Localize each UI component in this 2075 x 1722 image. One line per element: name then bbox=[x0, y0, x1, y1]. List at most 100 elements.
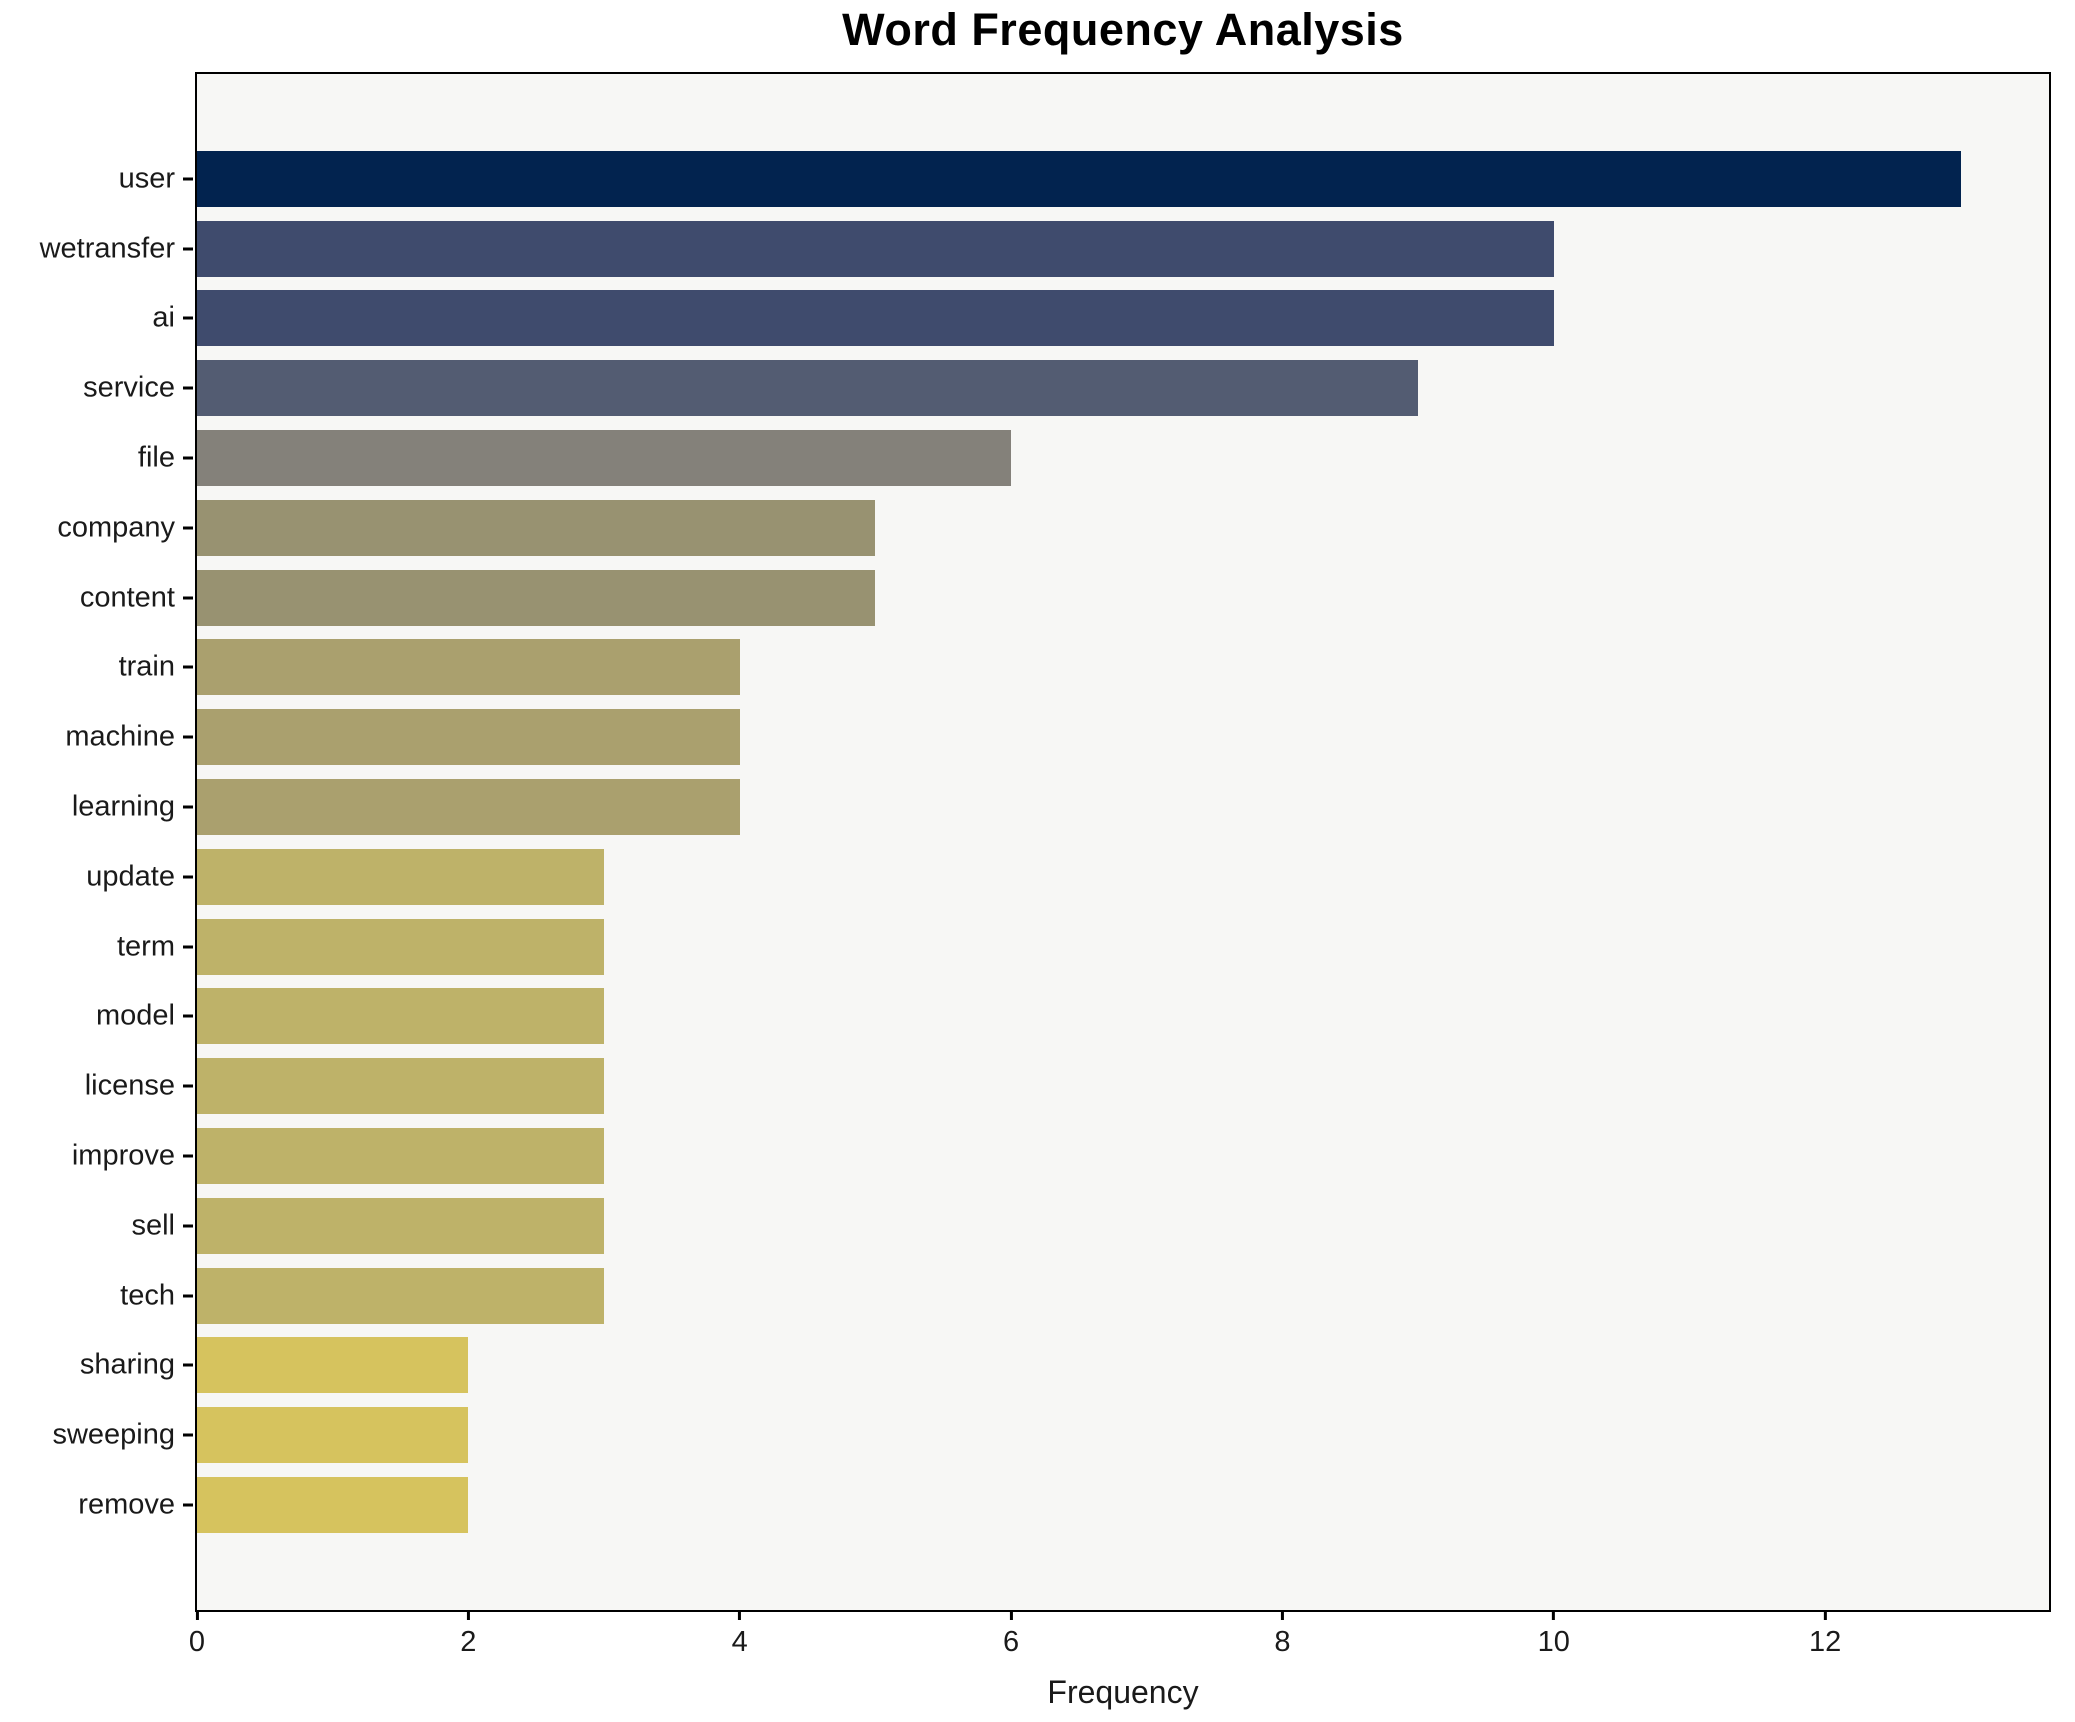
x-tick-label: 2 bbox=[460, 1626, 477, 1658]
y-tick-label: file bbox=[137, 441, 175, 474]
y-tick-mark bbox=[183, 875, 193, 879]
y-tick-mark bbox=[183, 596, 193, 600]
bar bbox=[197, 150, 1961, 207]
bar bbox=[197, 1337, 469, 1394]
y-tick-label: ai bbox=[152, 301, 175, 334]
x-tick-mark bbox=[1009, 1610, 1013, 1620]
bar bbox=[197, 1197, 605, 1254]
y-tick-mark bbox=[183, 1294, 193, 1298]
x-tick-label: 4 bbox=[731, 1626, 748, 1658]
x-tick: 12 bbox=[1809, 1610, 1841, 1657]
bar-row: wetransfer bbox=[40, 214, 2049, 284]
bar-row: sharing bbox=[80, 1331, 2049, 1401]
bar bbox=[197, 779, 740, 836]
y-tick-label: user bbox=[118, 162, 175, 195]
y-tick-label: wetransfer bbox=[39, 232, 175, 265]
bar bbox=[197, 1058, 605, 1115]
bar bbox=[197, 639, 740, 696]
bar-row: tech bbox=[120, 1261, 2049, 1331]
bar-row: file bbox=[138, 423, 2049, 493]
bar bbox=[197, 290, 1554, 347]
x-tick: 4 bbox=[732, 1610, 748, 1657]
x-tick: 6 bbox=[1003, 1610, 1019, 1657]
x-tick-label: 0 bbox=[188, 1626, 206, 1658]
y-tick-mark bbox=[183, 1084, 193, 1088]
y-tick-label: sweeping bbox=[52, 1418, 175, 1451]
y-tick-mark bbox=[183, 1014, 193, 1018]
y-tick-label: sell bbox=[131, 1209, 175, 1242]
y-tick-mark bbox=[183, 735, 193, 739]
y-tick-mark bbox=[183, 945, 193, 949]
x-tick-mark bbox=[1552, 1610, 1556, 1620]
y-tick-label: term bbox=[117, 930, 175, 963]
bar bbox=[197, 499, 876, 556]
bar-row: term bbox=[117, 912, 2049, 982]
y-tick-mark bbox=[183, 456, 193, 460]
y-tick-label: tech bbox=[120, 1279, 175, 1312]
bar-row: model bbox=[96, 982, 2049, 1052]
y-tick-label: sharing bbox=[79, 1348, 175, 1381]
bar-row: service bbox=[83, 353, 2049, 423]
y-tick-label: model bbox=[96, 999, 175, 1032]
bar bbox=[197, 1477, 469, 1534]
bar-row: remove bbox=[78, 1470, 2049, 1540]
x-axis-label: Frequency bbox=[1047, 1674, 1199, 1710]
bar-row: company bbox=[57, 493, 2049, 563]
x-tick-mark bbox=[195, 1610, 199, 1620]
bar bbox=[197, 988, 605, 1045]
y-tick-mark bbox=[183, 526, 193, 530]
x-tick-label: 6 bbox=[1002, 1626, 1020, 1658]
y-tick-label: improve bbox=[71, 1139, 175, 1172]
y-tick-label: learning bbox=[71, 790, 175, 823]
x-tick: 2 bbox=[460, 1610, 476, 1657]
bar bbox=[197, 1128, 605, 1185]
bar bbox=[197, 1407, 469, 1464]
bar bbox=[197, 1267, 605, 1324]
y-tick-mark bbox=[183, 1154, 193, 1158]
y-tick-label: train bbox=[118, 650, 175, 683]
x-tick-mark bbox=[1823, 1610, 1827, 1620]
y-tick-label: service bbox=[83, 371, 175, 404]
bar bbox=[197, 569, 876, 626]
plot-area: user wetransfer ai service file company conten… bbox=[40, 72, 2051, 1710]
y-tick-mark bbox=[183, 1433, 193, 1437]
y-tick-mark bbox=[183, 805, 193, 809]
y-tick-mark bbox=[183, 1503, 193, 1507]
x-tick-mark bbox=[1280, 1610, 1284, 1620]
bar-row: learning bbox=[72, 772, 2049, 842]
bar-row: ai bbox=[152, 284, 2049, 354]
bar-row: machine bbox=[65, 702, 2049, 772]
bar bbox=[197, 918, 605, 975]
x-tick-mark bbox=[738, 1610, 742, 1620]
x-tick-label: 8 bbox=[1274, 1626, 1291, 1658]
y-tick-mark bbox=[183, 1363, 193, 1367]
x-tick-mark bbox=[466, 1610, 470, 1620]
bar bbox=[197, 709, 740, 766]
bar-row: sell bbox=[131, 1191, 2049, 1261]
bars-area: user wetransfer ai service file company conten… bbox=[40, 74, 2049, 1610]
y-tick-mark bbox=[183, 177, 193, 181]
y-tick-label: company bbox=[57, 511, 175, 544]
x-tick-label: 10 bbox=[1537, 1626, 1570, 1658]
x-tick: 10 bbox=[1538, 1610, 1570, 1657]
bar bbox=[197, 848, 605, 905]
y-tick-label: content bbox=[79, 581, 175, 614]
y-tick-label: license bbox=[84, 1069, 175, 1102]
x-tick-label: 12 bbox=[1808, 1626, 1842, 1658]
bar bbox=[197, 220, 1554, 277]
bar-row: train bbox=[119, 633, 2049, 703]
chart-title: Word Frequency Analysis bbox=[842, 4, 1404, 55]
bar-row: update bbox=[86, 842, 2049, 912]
y-tick-mark bbox=[183, 386, 193, 390]
y-tick-mark bbox=[183, 665, 193, 669]
bar bbox=[197, 430, 1012, 487]
y-tick-mark bbox=[183, 1224, 193, 1228]
y-tick-label: remove bbox=[78, 1488, 175, 1521]
bar-row: license bbox=[85, 1051, 2049, 1121]
bar bbox=[197, 360, 1419, 417]
bar-row: sweeping bbox=[52, 1400, 2049, 1470]
y-tick-mark bbox=[183, 247, 193, 251]
x-tick: 0 bbox=[189, 1610, 205, 1657]
x-tick: 8 bbox=[1274, 1610, 1290, 1657]
